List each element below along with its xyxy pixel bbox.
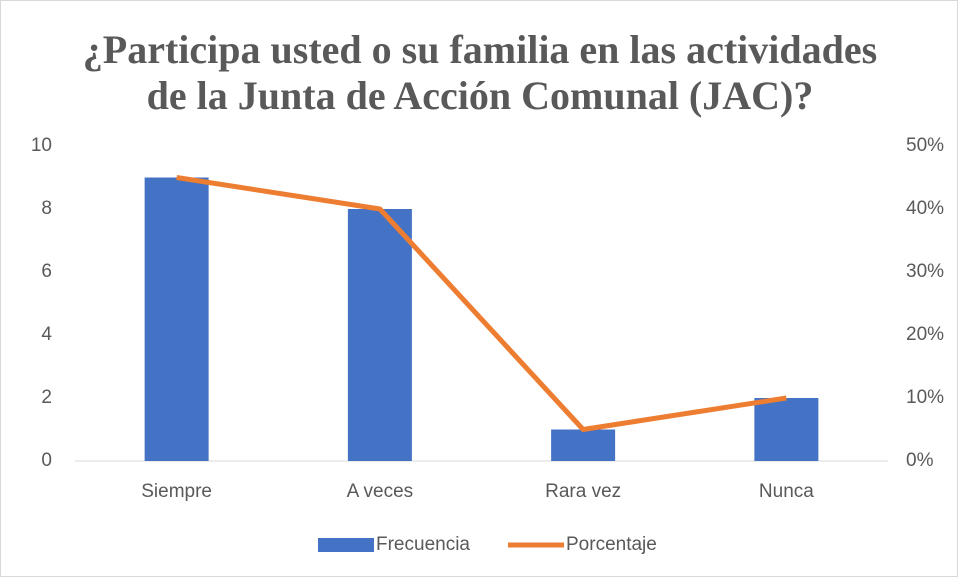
chart-title: ¿Participa usted o su familia en las act… [83, 27, 877, 72]
x-tick-label: Rara vez [545, 481, 621, 502]
legend-swatch [318, 538, 374, 552]
y-tick-label: 2 [41, 387, 52, 408]
y2-tick-label: 10% [906, 387, 944, 408]
legend-label: Porcentaje [566, 534, 657, 555]
y2-tick-label: 30% [906, 261, 944, 282]
bar [754, 398, 819, 461]
x-tick-label: A veces [347, 481, 414, 502]
x-tick-label: Nunca [759, 481, 814, 502]
bar [551, 429, 616, 461]
bar [347, 209, 412, 461]
legend-label: Frecuencia [376, 534, 470, 555]
line [176, 175, 787, 432]
y2-tick-label: 50% [906, 135, 944, 156]
y-tick-label: 10 [31, 135, 52, 156]
y-tick-label: 0 [41, 450, 52, 471]
y-tick-label: 4 [41, 324, 52, 345]
y2-tick-label: 20% [906, 324, 944, 345]
y-tick-label: 6 [41, 261, 52, 282]
y2-tick-label: 0% [906, 450, 934, 471]
bar [144, 177, 209, 461]
y-tick-label: 8 [41, 198, 52, 219]
y2-tick-label: 40% [906, 198, 944, 219]
x-tick-label: Siempre [141, 481, 212, 502]
chart-title: de la Junta de Acción Comunal (JAC)? [147, 73, 814, 118]
